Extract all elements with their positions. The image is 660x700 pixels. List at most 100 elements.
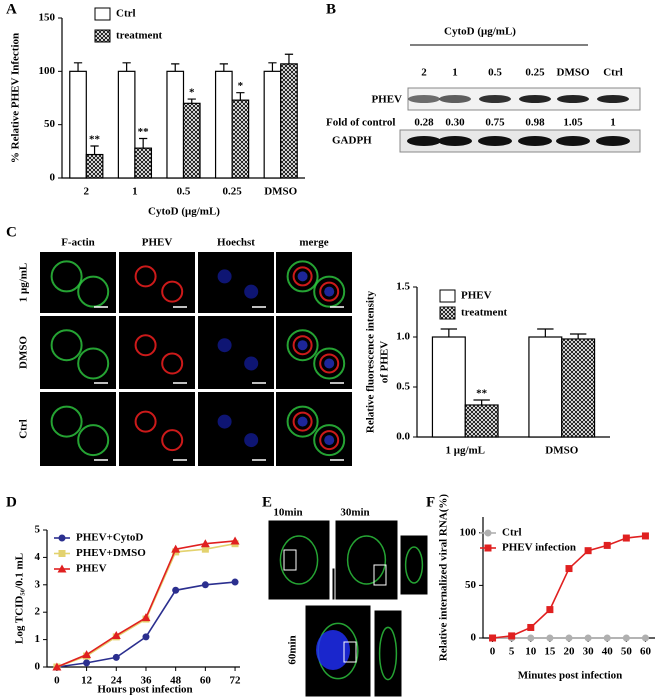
y-tick-label: 4 (35, 551, 41, 563)
cell (324, 286, 335, 297)
marker (527, 634, 535, 642)
bar (561, 338, 596, 438)
marker (111, 630, 121, 639)
x-tick-label: 2 (84, 186, 90, 198)
cell (319, 353, 340, 374)
significance-label: * (238, 80, 244, 92)
error-bar (171, 63, 180, 72)
y-tick-label: 5 (35, 524, 41, 536)
column-header: merge (299, 237, 328, 249)
legend-swatch (94, 7, 111, 21)
y-tick-label: 150 (39, 12, 56, 24)
cell (292, 411, 313, 432)
error-bar (284, 53, 294, 64)
blot-band (439, 95, 471, 103)
blot-row-label: PHEV (371, 94, 402, 106)
x-tick-label: 24 (111, 675, 123, 687)
cell (286, 405, 319, 438)
cell (313, 424, 346, 457)
y-tick-label: 1.5 (396, 281, 410, 293)
cell (134, 334, 157, 357)
significance-label: * (189, 87, 195, 99)
lane-label: 2 (421, 67, 427, 79)
cell (404, 546, 424, 584)
cell (217, 269, 232, 284)
marker (112, 653, 120, 661)
micrograph (334, 519, 399, 601)
blot-band (557, 95, 589, 103)
fold-value: 1.05 (563, 117, 583, 129)
cell (297, 340, 308, 351)
row-label: DMSO (18, 336, 30, 369)
column-header: PHEV (142, 237, 173, 249)
marker (141, 613, 151, 622)
x-tick-label: 50 (621, 646, 633, 658)
micrograph (373, 609, 403, 698)
blot-band (438, 136, 472, 146)
cell (324, 435, 335, 446)
row-label: Ctrl (18, 419, 30, 439)
inset-box (373, 564, 387, 586)
cell (77, 424, 110, 457)
error-bar (90, 145, 99, 155)
marker (565, 634, 573, 642)
x-tick-label: 15 (544, 646, 556, 658)
x-axis-label: Minutes post infection (518, 670, 623, 682)
blot-row-label: GADPH (332, 135, 372, 147)
marker (57, 564, 67, 573)
fold-label: Fold of control (326, 117, 395, 129)
x-tick-label: 48 (170, 675, 182, 687)
panel-label: A (6, 1, 17, 17)
y-tick-label: 0 (50, 172, 56, 184)
y-axis-label: Relative fluorescence intensity (365, 290, 377, 433)
marker (603, 634, 611, 642)
marker (527, 623, 535, 631)
micrograph (198, 252, 274, 313)
x-tick-label: 0.5 (177, 186, 191, 198)
marker (58, 550, 66, 557)
image-label: 30min (340, 507, 369, 519)
marker (489, 634, 497, 642)
blot-band (518, 136, 552, 146)
y-tick-label: 100 (460, 526, 477, 538)
row-label: 1 μg/mL (18, 263, 30, 303)
legend-label: Ctrl (116, 8, 136, 20)
lane-label: DMSO (557, 67, 590, 79)
image-label: 60min (287, 635, 299, 664)
marker (484, 529, 492, 537)
marker (622, 534, 630, 542)
x-tick-label: 72 (230, 675, 242, 687)
x-tick-label: 0.25 (222, 186, 242, 198)
x-tick-label: 1 μg/mL (445, 445, 485, 457)
y-tick-label: 100 (39, 65, 56, 77)
cell (161, 429, 184, 452)
significance-label: ** (89, 134, 101, 146)
blot-band (556, 136, 590, 146)
cell (244, 433, 259, 448)
legend-label: PHEV+DMSO (76, 547, 146, 559)
error-bar (473, 399, 490, 405)
marker (52, 662, 62, 671)
fold-value: 0.98 (525, 117, 545, 129)
blot-band (519, 95, 551, 103)
x-tick-label: 12 (81, 675, 93, 687)
x-tick-label: 30 (583, 646, 595, 658)
y-tick-label: 50 (44, 118, 56, 130)
significance-label: ** (476, 388, 488, 400)
bar (85, 153, 104, 179)
error-bar (236, 92, 245, 101)
bar (528, 336, 563, 438)
marker (83, 659, 91, 667)
x-tick-label: 60 (200, 675, 212, 687)
cell (297, 416, 308, 427)
panel-label: D (6, 494, 17, 510)
cell (161, 280, 184, 303)
blot-band (597, 95, 629, 103)
cell (161, 352, 184, 375)
micrograph (119, 316, 195, 389)
legend-label: treatment (461, 307, 508, 319)
bar (69, 70, 87, 179)
lane-label: 0.5 (488, 67, 502, 79)
y-tick-label: 50 (465, 579, 477, 591)
